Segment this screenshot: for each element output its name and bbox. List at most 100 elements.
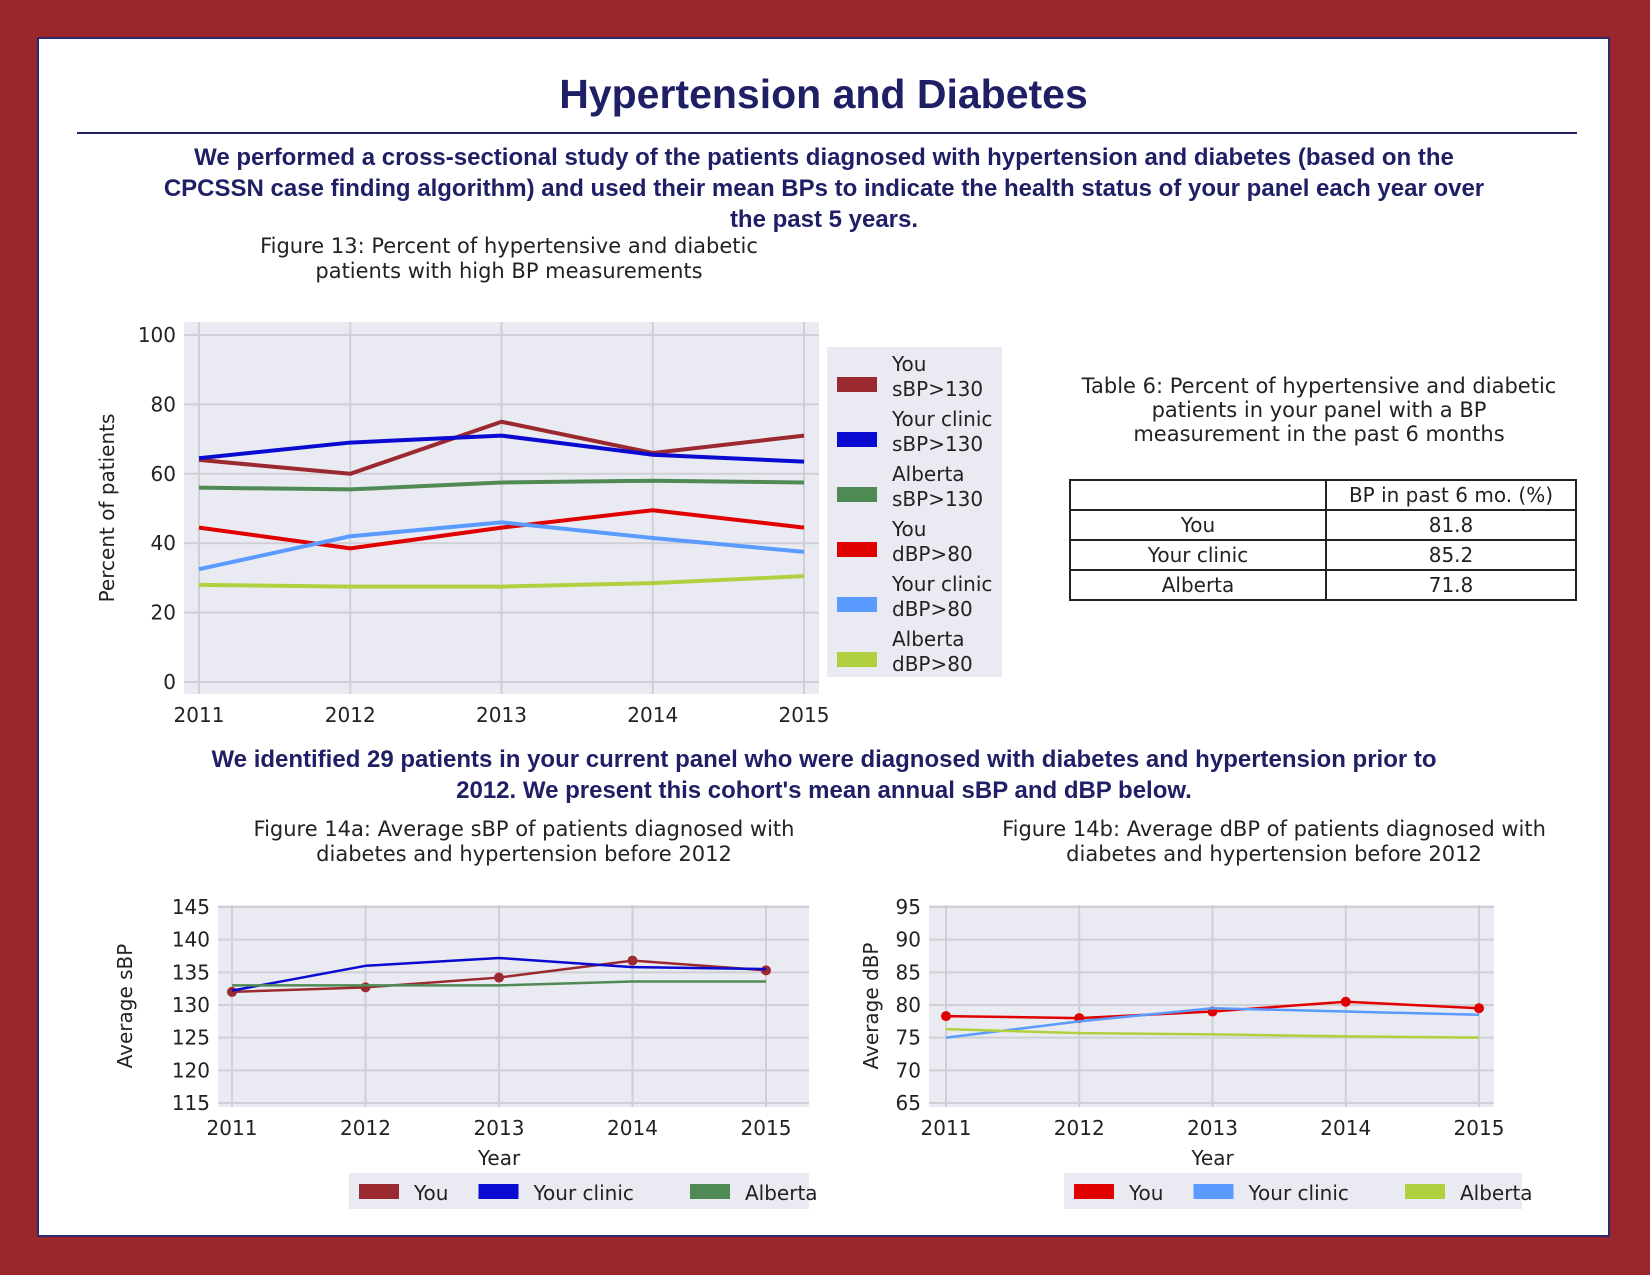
legend-swatch	[837, 432, 877, 447]
table-row-value: 85.2	[1325, 539, 1577, 571]
legend-label: You	[1128, 1181, 1163, 1205]
table-row-label: You	[1069, 509, 1327, 541]
legend-box	[1064, 1173, 1522, 1209]
data-point	[494, 972, 504, 983]
data-point	[1340, 996, 1351, 1007]
y-tick-label: 90	[896, 928, 921, 952]
legend-label: sBP>130	[892, 487, 983, 511]
x-tick-label: 2012	[325, 703, 376, 727]
table-row-label: Your clinic	[1069, 539, 1327, 571]
legend-label: dBP>80	[892, 542, 973, 566]
figure14a-title: Figure 14a: Average sBP of patients diag…	[253, 817, 795, 866]
legend-label: dBP>80	[892, 652, 973, 676]
series-line	[198, 478, 805, 492]
data-point	[941, 1011, 951, 1022]
series-line	[198, 508, 805, 551]
report-panel: Hypertension and Diabetes We performed a…	[37, 37, 1610, 1237]
y-tick-label: 85	[896, 960, 921, 984]
series-line	[198, 574, 805, 589]
table-row: Alberta 71.8	[1069, 569, 1577, 601]
legend-label: Alberta	[892, 627, 965, 651]
legend-label: Your clinic	[1248, 1181, 1349, 1205]
legend-swatch	[837, 377, 877, 392]
data-point	[1474, 1003, 1484, 1014]
legend-label: Your clinic	[891, 572, 992, 596]
table6-title: Table 6: Percent of hypertensive and dia…	[1081, 374, 1557, 446]
legend-label: dBP>80	[892, 597, 973, 621]
figure13-title: Figure 13: Percent of hypertensive and d…	[260, 234, 758, 283]
legend-swatch	[837, 542, 877, 557]
series-line	[945, 1007, 1480, 1039]
x-tick-label: 2014	[1320, 1116, 1371, 1140]
legend-swatch	[1074, 1184, 1114, 1199]
x-tick-label: 2015	[779, 703, 830, 727]
legend-label: sBP>130	[892, 377, 983, 401]
x-axis-label: Year	[477, 1146, 521, 1170]
data-point	[761, 965, 771, 976]
y-tick-label: 130	[172, 993, 210, 1017]
table-header-empty	[1069, 479, 1327, 511]
grid-lines	[184, 322, 819, 694]
legend-swatch	[359, 1184, 399, 1199]
legend: You Your clinic Alberta	[1064, 1173, 1533, 1209]
figure14b-chart: 2011 2012 2013 2014 2015 65 70 75 80 85 90 95 Year Av…	[859, 895, 1533, 1209]
legend-label: Your clinic	[533, 1181, 634, 1205]
x-tick-label: 2013	[474, 1116, 525, 1140]
legend-swatch	[1193, 1184, 1234, 1199]
cohort-paragraph: We identified 29 patients in your curren…	[211, 746, 1437, 804]
legend-swatch	[837, 652, 877, 667]
x-tick-label: 2011	[174, 703, 225, 727]
legend-swatch	[478, 1184, 519, 1199]
table-header-bp: BP in past 6 mo. (%)	[1325, 479, 1577, 511]
legend-label: Alberta	[1460, 1181, 1533, 1205]
x-tick-label: 2014	[627, 703, 678, 727]
legend-label: You	[891, 517, 926, 541]
x-axis-label: Year	[1190, 1146, 1234, 1170]
page-title: Hypertension and Diabetes	[559, 71, 1088, 117]
table-row-label: Alberta	[1069, 569, 1327, 601]
y-tick-label: 80	[151, 392, 176, 416]
x-tick-label: 2011	[207, 1116, 258, 1140]
series-line	[945, 1027, 1480, 1039]
series-line	[198, 419, 805, 476]
y-tick-label: 145	[172, 895, 210, 919]
data-point	[627, 955, 638, 966]
series-line	[198, 433, 805, 464]
y-tick-label: 20	[151, 601, 176, 625]
y-tick-label: 40	[151, 531, 176, 555]
legend-label: You	[413, 1181, 448, 1205]
table-row: Your clinic 85.2	[1069, 539, 1577, 571]
x-tick-label: 2014	[607, 1116, 658, 1140]
y-tick-label: 80	[896, 993, 921, 1017]
y-tick-label: 115	[172, 1091, 210, 1115]
y-tick-label: 100	[138, 323, 176, 347]
table6: BP in past 6 mo. (%) You 81.8 Your clini…	[1069, 479, 1577, 601]
legend-box	[349, 1173, 809, 1209]
table-row-value: 71.8	[1325, 569, 1577, 601]
y-tick-label: 95	[896, 895, 921, 919]
data-point	[360, 982, 371, 993]
legend-label: sBP>130	[892, 432, 983, 456]
intro-paragraph: We performed a cross-sectional study of …	[163, 144, 1485, 233]
y-tick-label: 140	[172, 928, 210, 952]
y-axis-label: Average dBP	[859, 943, 883, 1070]
legend-swatch	[690, 1184, 730, 1199]
y-tick-label: 60	[151, 462, 176, 486]
table-row-value: 81.8	[1325, 509, 1577, 541]
legend-box	[827, 347, 1002, 677]
legend-label: Your clinic	[891, 407, 992, 431]
x-tick-label: 2012	[1054, 1116, 1105, 1140]
y-tick-label: 75	[896, 1026, 921, 1050]
y-tick-label: 120	[172, 1058, 210, 1082]
legend-label: Alberta	[892, 462, 965, 486]
data-point	[227, 986, 237, 997]
y-tick-label: 135	[172, 960, 210, 984]
figure14a-chart: 2011 2012 2013 2014 2015 115 120 125 130 135 140 14…	[113, 895, 818, 1209]
series-line	[198, 520, 805, 572]
x-tick-label: 2011	[921, 1116, 972, 1140]
y-axis-label: Average sBP	[113, 944, 137, 1069]
y-tick-label: 65	[896, 1091, 921, 1115]
grid-lines	[218, 905, 809, 1107]
table-row: You 81.8	[1069, 509, 1577, 541]
